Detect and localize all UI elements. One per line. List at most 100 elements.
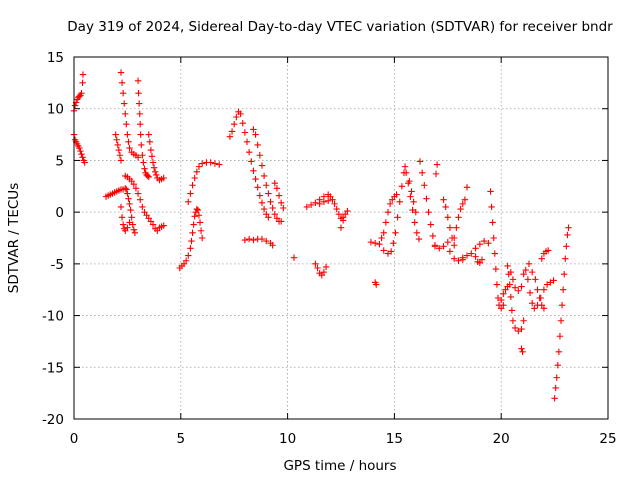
- data-point-arc-n: [256, 152, 264, 159]
- data-point-arc-ag: [489, 219, 496, 226]
- data-point-arc-ac: [446, 224, 454, 231]
- x-tick-label: 15: [386, 431, 403, 447]
- data-point-arc-h: [138, 141, 145, 149]
- grid-lines: [74, 57, 608, 419]
- data-point-arc-i: [160, 174, 167, 182]
- data-point-arc-aj: [520, 271, 527, 278]
- data-point-arc-a: [78, 90, 85, 97]
- data-point-arc-t: [337, 224, 345, 231]
- data-point-arc-ag: [494, 294, 502, 302]
- data-point-arc-am: [538, 255, 545, 262]
- data-point-arc-k: [182, 257, 190, 264]
- data-point-arc-b: [81, 159, 88, 166]
- data-point-arc-ad: [453, 224, 460, 231]
- data-point-arc-s: [316, 200, 323, 208]
- data-point-arc-v: [387, 248, 395, 255]
- data-point-arc-e: [120, 100, 128, 107]
- data-point-arc-n: [258, 162, 266, 169]
- data-point-arc-w: [373, 281, 380, 288]
- data-point-arc-z: [418, 169, 426, 177]
- data-point-arc-g: [130, 181, 138, 188]
- data-point-arc-u: [320, 268, 328, 276]
- data-point-arc-j: [160, 222, 167, 229]
- data-point-arc-e: [123, 121, 130, 128]
- data-point-arc-ad: [451, 234, 458, 242]
- data-point-arc-q: [290, 254, 298, 261]
- data-point-arc-c: [125, 195, 132, 202]
- data-point-arc-x: [393, 191, 400, 198]
- data-point-arc-v: [384, 250, 392, 257]
- data-point-arc-ai: [515, 327, 522, 335]
- data-point-arc-e: [122, 110, 129, 118]
- data-point-arc-ai: [507, 293, 515, 301]
- data-point-arc-f: [118, 214, 126, 221]
- data-point-arc-v: [402, 169, 410, 177]
- data-point-arc-r: [329, 196, 336, 203]
- data-point-arc-al: [532, 276, 539, 283]
- data-point-arc-c: [128, 214, 135, 221]
- data-point-arc-r: [312, 199, 319, 207]
- data-point-arc-al: [528, 268, 536, 276]
- data-point-arc-k: [198, 234, 206, 242]
- data-point-arc-v: [415, 235, 423, 243]
- data-point-arc-ae: [485, 239, 492, 247]
- data-point-arc-ae: [472, 245, 479, 252]
- data-point-arc-aj: [531, 305, 538, 312]
- data-point-arc-m: [254, 184, 261, 191]
- data-point-arc-ac: [451, 242, 458, 249]
- data-point-arc-i: [151, 168, 159, 176]
- data-point-arc-y: [410, 198, 417, 205]
- data-point-arc-ad: [457, 205, 464, 213]
- data-point-arc-ae: [463, 252, 471, 259]
- data-point-arc-ab: [455, 257, 462, 264]
- data-point-arc-v: [367, 238, 375, 246]
- data-point-arc-t: [344, 207, 351, 215]
- data-point-arc-l: [193, 168, 201, 176]
- data-point-arc-l: [198, 160, 206, 167]
- data-point-arc-i: [153, 171, 160, 179]
- data-point-arc-am: [544, 247, 552, 254]
- data-point-arc-x: [382, 219, 390, 226]
- data-point-arc-c: [129, 221, 136, 228]
- data-point-arc-m: [237, 110, 244, 118]
- data-point-arc-p: [271, 179, 278, 187]
- data-point-arc-l: [191, 174, 198, 182]
- data-point-arc-b: [77, 147, 84, 155]
- data-point-arc-ai: [509, 317, 517, 324]
- data-point-arc-f: [126, 219, 133, 226]
- data-point-arc-d: [114, 141, 121, 149]
- data-point-arc-y: [406, 177, 413, 185]
- data-point-arc-h: [140, 159, 147, 166]
- data-point-arc-k: [187, 245, 194, 252]
- data-point-arc-g: [137, 196, 144, 203]
- data-point-arc-ae: [468, 250, 475, 257]
- x-tick-label: 20: [493, 431, 510, 447]
- data-point-arc-h: [144, 172, 151, 180]
- data-point-arc-i: [149, 159, 157, 166]
- data-point-arc-c: [122, 185, 129, 192]
- data-point-arc-ai: [508, 307, 516, 314]
- data-point-arc-l: [216, 161, 223, 168]
- data-point-arc-ag: [493, 281, 501, 288]
- data-point-arc-an: [555, 348, 563, 355]
- data-point-arc-v: [396, 198, 403, 205]
- data-point-arc-ai: [511, 324, 519, 332]
- data-point-arc-m: [252, 175, 259, 183]
- data-point-arc-a: [79, 79, 86, 87]
- data-point-arc-v: [380, 247, 387, 254]
- data-point-arc-m: [256, 192, 264, 199]
- data-point-arc-h: [141, 165, 148, 172]
- data-point-arc-aj: [524, 276, 532, 283]
- data-point-arc-l: [185, 198, 192, 205]
- data-point-arc-e: [126, 144, 133, 152]
- data-point-arc-t: [339, 217, 347, 224]
- data-point-arc-an: [558, 302, 566, 309]
- data-point-arc-v: [390, 239, 397, 247]
- data-point-arc-an: [553, 374, 560, 381]
- data-point-arc-m: [233, 113, 240, 121]
- data-point-arc-ab: [451, 255, 458, 262]
- data-point-arc-al: [536, 294, 543, 302]
- data-point-arc-a: [79, 71, 87, 78]
- data-point-arc-an: [551, 395, 558, 402]
- data-point-arc-k: [193, 205, 201, 213]
